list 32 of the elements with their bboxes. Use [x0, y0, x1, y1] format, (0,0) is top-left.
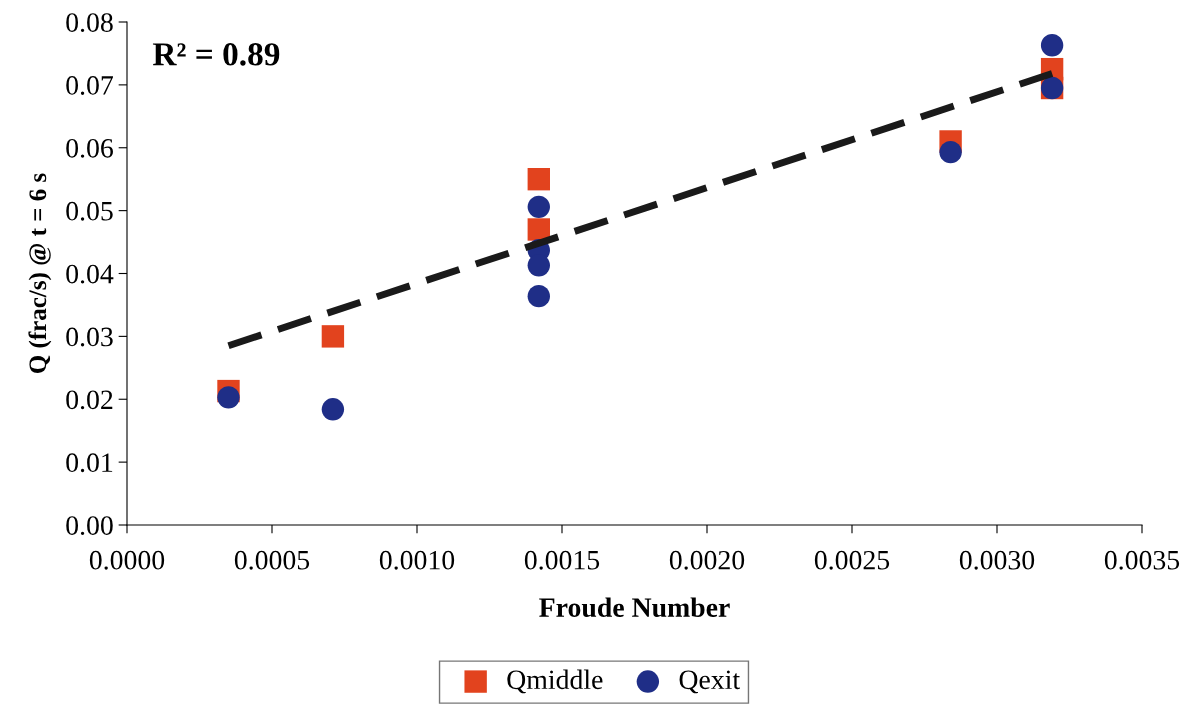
point [527, 254, 550, 277]
point [527, 284, 550, 308]
y-tick-label: 0.07 [66, 76, 114, 95]
point [217, 386, 240, 409]
y-tick-label: 0.04 [66, 264, 114, 284]
x-tick-label: 0.0030 [959, 550, 1035, 570]
legend-label: Qexit [679, 670, 740, 694]
annotation: R² = 0.89 [152, 43, 280, 66]
x-tick-label: 0.0010 [379, 550, 455, 570]
x-tick-label: 0.0020 [669, 550, 745, 570]
y-tick-label: 0.01 [66, 453, 113, 473]
point [1040, 34, 1064, 57]
y-tick-label: 0.08 [66, 13, 113, 33]
y-tick-label: 0.02 [66, 390, 113, 410]
y-tick-label: 0.03 [66, 327, 113, 347]
x-tick-label: 0.0005 [234, 550, 310, 570]
point [321, 398, 345, 421]
x-tick-label: 0.0000 [89, 550, 165, 570]
x-tick-label: 0.0035 [1104, 550, 1180, 570]
point [939, 140, 962, 164]
y-tick-label: 0.05 [66, 201, 113, 221]
legend-label: Qmiddle [507, 669, 603, 694]
point [527, 167, 550, 191]
point [527, 218, 550, 241]
x-tick-label: 0.0025 [814, 550, 890, 570]
x-axis-title: Froude Number [539, 597, 730, 618]
y-tick-label: 0.00 [66, 516, 113, 536]
y-tick-label: 0.06 [66, 138, 113, 158]
x-tick-label: 0.0015 [524, 550, 600, 570]
point [321, 325, 345, 348]
y-axis-title: Q (frac/s) @ t = 6 s [28, 173, 52, 373]
point [527, 195, 550, 219]
